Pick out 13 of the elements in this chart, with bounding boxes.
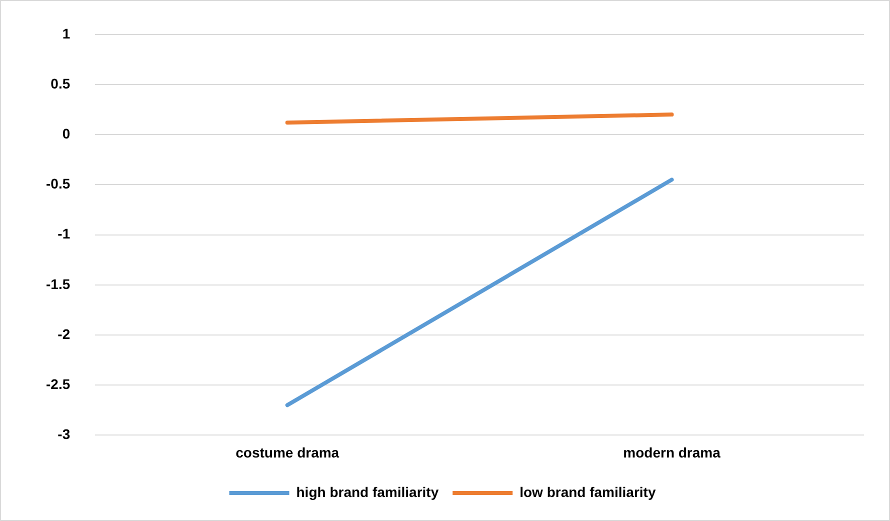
y-tick-label: 0.5 [50,75,70,92]
x-tick-label: modern drama [623,444,721,460]
y-tick-label: -3 [58,426,70,442]
y-tick-label: -2 [58,326,70,342]
legend-label: high brand familiarity [296,484,439,500]
y-tick-label: -0.5 [46,176,70,192]
y-tick-label: -1 [58,226,70,242]
y-tick-label: 0 [62,125,70,142]
legend-label: low brand familiarity [520,484,656,500]
y-tick-label: 1 [62,25,70,42]
x-tick-label: costume drama [236,444,340,460]
y-tick-label: -2.5 [46,376,70,392]
y-tick-label: -1.5 [46,276,70,292]
